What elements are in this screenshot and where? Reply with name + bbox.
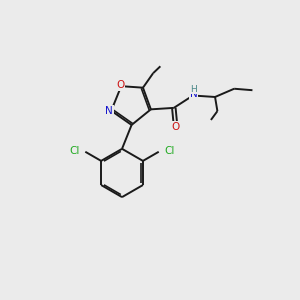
Text: H: H [190,85,197,94]
Text: N: N [105,106,113,116]
Text: Cl: Cl [70,146,80,156]
Text: Cl: Cl [164,146,174,156]
Text: O: O [171,122,179,132]
Text: N: N [190,89,197,99]
Text: O: O [116,80,124,90]
